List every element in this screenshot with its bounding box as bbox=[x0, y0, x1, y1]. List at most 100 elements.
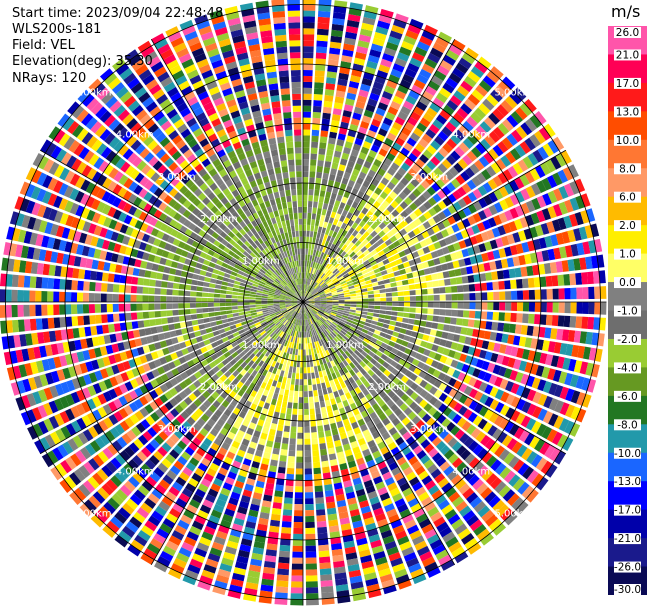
velocity-cell bbox=[280, 307, 287, 311]
velocity-cell bbox=[358, 549, 371, 558]
velocity-cell bbox=[520, 415, 531, 428]
velocity-cell bbox=[305, 587, 319, 594]
velocity-cell bbox=[472, 328, 480, 338]
velocity-cell bbox=[455, 250, 464, 259]
velocity-cell bbox=[547, 206, 557, 219]
velocity-cell bbox=[328, 525, 340, 533]
velocity-cell bbox=[87, 426, 99, 439]
velocity-cell bbox=[359, 375, 367, 384]
velocity-cell bbox=[191, 472, 202, 483]
velocity-cell bbox=[423, 403, 433, 413]
velocity-cell bbox=[301, 307, 303, 314]
velocity-cell bbox=[45, 372, 55, 385]
velocity-cell bbox=[82, 480, 96, 494]
velocity-cell bbox=[365, 318, 372, 324]
velocity-cell bbox=[445, 286, 452, 294]
velocity-cell bbox=[206, 266, 214, 273]
velocity-cell bbox=[291, 420, 297, 427]
velocity-cell bbox=[346, 331, 353, 337]
velocity-cell bbox=[555, 153, 567, 167]
velocity-cell bbox=[295, 480, 303, 487]
velocity-cell bbox=[385, 310, 392, 316]
velocity-cell bbox=[197, 385, 206, 394]
velocity-cell bbox=[253, 348, 260, 356]
velocity-cell bbox=[188, 477, 199, 488]
velocity-cell bbox=[171, 337, 179, 345]
velocity-cell bbox=[236, 365, 244, 373]
velocity-cell bbox=[477, 505, 491, 518]
velocity-cell bbox=[322, 275, 328, 281]
velocity-cell bbox=[196, 447, 206, 457]
velocity-cell bbox=[119, 420, 130, 432]
velocity-cell bbox=[248, 353, 256, 360]
velocity-cell bbox=[349, 309, 356, 313]
velocity-cell bbox=[324, 329, 330, 336]
velocity-cell bbox=[189, 402, 198, 412]
velocity-cell bbox=[215, 350, 224, 358]
velocity-cell bbox=[579, 361, 589, 375]
velocity-cell bbox=[573, 228, 582, 241]
velocity-cell bbox=[337, 309, 344, 313]
velocity-cell bbox=[341, 282, 348, 287]
velocity-cell bbox=[229, 426, 239, 435]
velocity-cell bbox=[211, 341, 219, 348]
velocity-cell bbox=[487, 217, 497, 228]
velocity-cell bbox=[125, 369, 135, 380]
velocity-cell bbox=[320, 364, 326, 371]
velocity-cell bbox=[319, 562, 331, 570]
velocity-cell bbox=[357, 263, 365, 269]
velocity-cell bbox=[402, 187, 412, 196]
velocity-cell bbox=[378, 148, 388, 157]
velocity-cell bbox=[274, 342, 280, 349]
velocity-cell bbox=[189, 297, 196, 302]
velocity-cell bbox=[582, 241, 591, 255]
velocity-cell bbox=[306, 292, 311, 298]
velocity-cell bbox=[256, 308, 263, 312]
velocity-cell bbox=[311, 141, 319, 148]
velocity-cell bbox=[230, 271, 238, 277]
velocity-cell bbox=[140, 463, 152, 475]
velocity-cell bbox=[308, 318, 312, 325]
velocity-cell bbox=[385, 292, 393, 297]
velocity-cell bbox=[239, 443, 248, 452]
velocity-cell bbox=[182, 421, 192, 431]
velocity-cell bbox=[377, 280, 385, 286]
velocity-cell bbox=[202, 351, 211, 359]
velocity-cell bbox=[255, 300, 262, 302]
velocity-cell bbox=[175, 247, 183, 256]
velocity-cell bbox=[415, 419, 426, 430]
velocity-cell bbox=[397, 311, 404, 317]
velocity-cell bbox=[70, 406, 81, 419]
velocity-cell bbox=[176, 335, 185, 343]
velocity-cell bbox=[202, 307, 209, 313]
velocity-cell bbox=[303, 379, 308, 386]
velocity-cell bbox=[247, 395, 255, 403]
velocity-cell bbox=[226, 502, 237, 512]
velocity-cell bbox=[297, 307, 301, 313]
velocity-cell bbox=[328, 453, 337, 461]
velocity-cell bbox=[343, 308, 351, 312]
velocity-cell bbox=[363, 325, 370, 331]
velocity-cell bbox=[569, 423, 581, 437]
velocity-cell bbox=[380, 177, 390, 186]
velocity-cell bbox=[304, 408, 309, 416]
velocity-cell bbox=[555, 232, 565, 245]
velocity-cell bbox=[213, 477, 224, 487]
velocity-cell bbox=[345, 341, 352, 348]
velocity-cell bbox=[196, 418, 206, 427]
velocity-cell bbox=[13, 259, 21, 273]
velocity-cell bbox=[379, 8, 394, 19]
velocity-cell bbox=[390, 336, 398, 343]
velocity-cell bbox=[382, 417, 391, 426]
velocity-cell bbox=[174, 524, 187, 536]
velocity-cell bbox=[94, 510, 108, 524]
velocity-cell bbox=[400, 219, 409, 228]
velocity-cell bbox=[399, 402, 409, 412]
velocity-cell bbox=[318, 310, 325, 314]
velocity-cell bbox=[360, 331, 367, 338]
velocity-cell bbox=[366, 331, 374, 337]
velocity-cell bbox=[26, 246, 35, 260]
velocity-cell bbox=[392, 331, 400, 338]
velocity-cell bbox=[237, 295, 244, 299]
velocity-cell bbox=[312, 237, 316, 244]
